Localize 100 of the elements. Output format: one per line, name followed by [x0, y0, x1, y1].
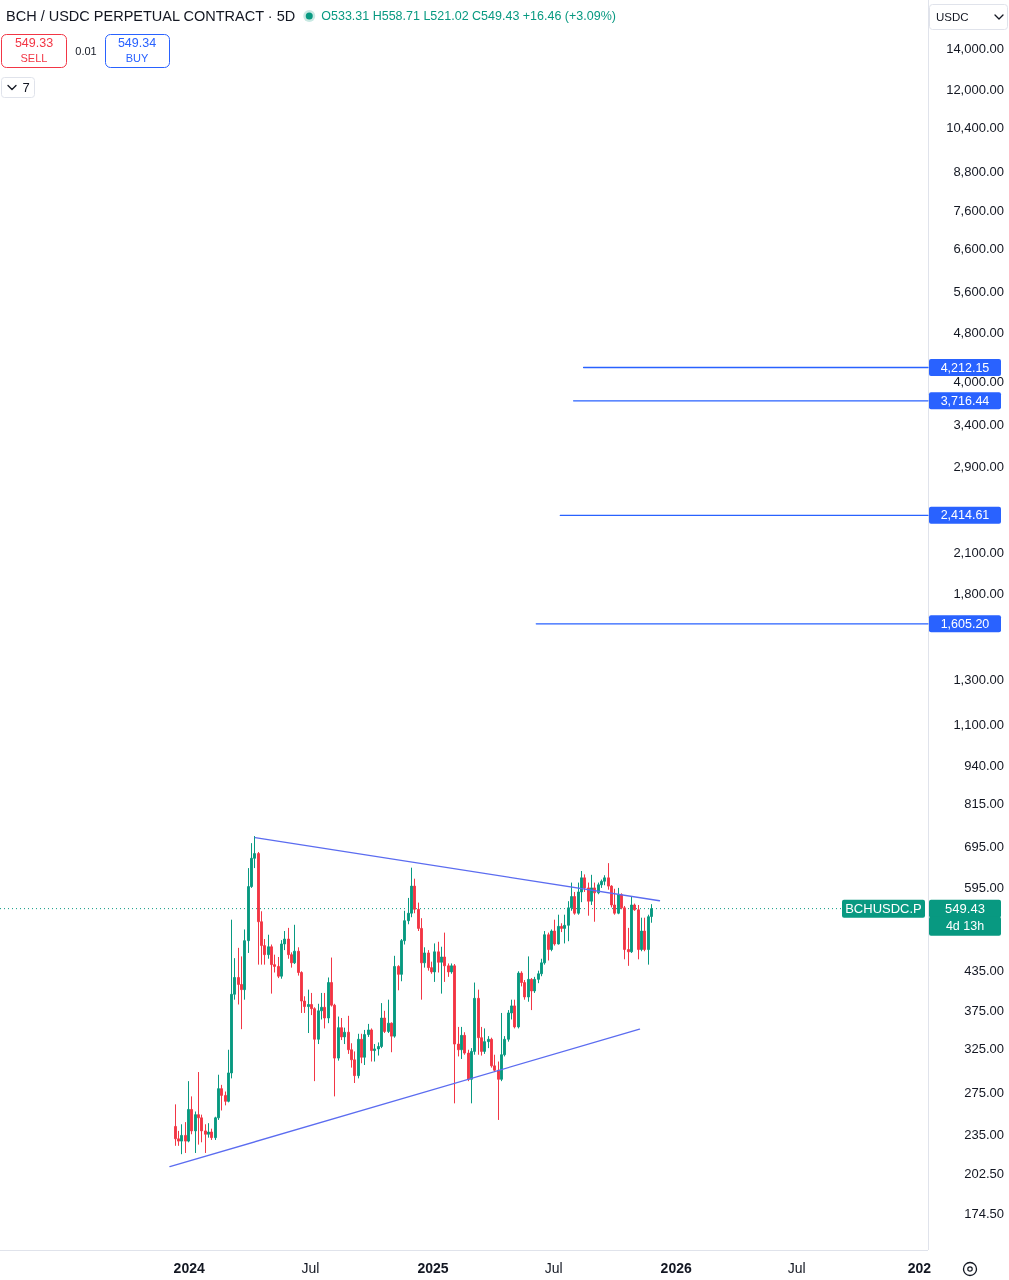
- y-tick-label: 202.50: [964, 1166, 1004, 1182]
- y-tick-label: 275.00: [964, 1084, 1004, 1100]
- candlestick: [643, 917, 646, 952]
- candlestick: [440, 946, 443, 995]
- candlestick: [293, 924, 296, 965]
- candlestick: [500, 1012, 503, 1082]
- candlestick: [187, 1080, 190, 1143]
- candlestick: [423, 946, 426, 969]
- data-label: 2,414.61: [940, 508, 990, 523]
- candlestick: [307, 989, 310, 1034]
- candlestick: [370, 1027, 373, 1063]
- y-tick-label: 2,900.00: [953, 459, 1004, 475]
- y-tick-label: 174.50: [964, 1205, 1004, 1221]
- candlestick: [513, 999, 516, 1029]
- candlestick: [527, 955, 530, 1003]
- candlestick: [210, 1128, 213, 1141]
- annotation: BUY: [125, 52, 149, 64]
- y-tick-label: 7,600.00: [953, 203, 1004, 219]
- candlestick: [603, 874, 606, 886]
- candlestick: [637, 904, 640, 960]
- candlestick: [357, 1033, 360, 1079]
- candlestick: [550, 928, 553, 952]
- candlestick: [220, 1084, 223, 1111]
- candlestick: [590, 874, 593, 906]
- candlestick: [393, 955, 396, 1039]
- annotation: 7: [22, 80, 30, 95]
- candlestick: [390, 1021, 393, 1053]
- candlestick: [443, 932, 446, 983]
- y-tick-label: 10,400.00: [946, 119, 1004, 135]
- candlestick: [277, 956, 280, 979]
- candlestick: [530, 977, 533, 1011]
- y-tick-label: 4,000.00: [953, 373, 1004, 389]
- candlestick: [174, 1103, 177, 1147]
- y-tick-label: 235.00: [964, 1126, 1004, 1142]
- annotation: 0.01: [75, 45, 97, 57]
- candlestick: [453, 963, 456, 1104]
- x-tick-label: Jul: [787, 1260, 806, 1276]
- candlestick: [450, 962, 453, 975]
- candlestick: [360, 1033, 363, 1064]
- candlestick: [184, 1121, 187, 1154]
- candlestick: [327, 976, 330, 1024]
- candlestick: [337, 1016, 340, 1062]
- candlestick: [553, 919, 556, 947]
- text: USDC: [936, 11, 969, 23]
- candlestick: [517, 970, 520, 1029]
- data-label: 4,212.15: [940, 360, 990, 375]
- y-tick-label: 14,000.00: [946, 40, 1004, 56]
- candlestick: [340, 1017, 343, 1041]
- x-tick-label: 2024: [173, 1260, 205, 1276]
- candlestick: [490, 1037, 493, 1069]
- x-tick-label: Jul: [544, 1260, 563, 1276]
- candlestick: [343, 1027, 346, 1045]
- candlestick: [190, 1095, 193, 1135]
- y-tick-label: 325.00: [964, 1040, 1004, 1056]
- y-tick-label: 12,000.00: [946, 81, 1004, 97]
- candlestick: [427, 949, 430, 972]
- data-label: 1,605.20: [940, 616, 990, 631]
- candlestick: [180, 1123, 183, 1155]
- candlestick: [597, 882, 600, 895]
- ref-line-label: 549.43: [945, 901, 985, 917]
- annotation: SELL: [20, 52, 48, 64]
- candlestick: [373, 1043, 376, 1063]
- x-tick-label: 202: [907, 1260, 932, 1276]
- text: 4d 13h: [945, 919, 985, 934]
- y-tick-label: 6,600.00: [953, 240, 1004, 256]
- annotation: 549.34: [117, 36, 157, 50]
- y-tick-label: 1,800.00: [953, 585, 1004, 601]
- y-tick-label: 815.00: [964, 796, 1004, 812]
- candlestick: [323, 992, 326, 1029]
- y-tick-label: 3,400.00: [953, 416, 1004, 432]
- candlestick: [573, 891, 576, 916]
- y-tick-label: 940.00: [964, 758, 1004, 774]
- y-tick-label: 595.00: [964, 879, 1004, 895]
- candlestick: [194, 1111, 197, 1154]
- data-label: 3,716.44: [940, 393, 990, 408]
- candlestick: [397, 964, 400, 991]
- y-tick-label: 695.00: [964, 838, 1004, 854]
- candlestick: [257, 851, 260, 966]
- candlestick: [593, 882, 596, 923]
- text: BCH / USDC PERPETUAL CONTRACT · 5D: [6, 8, 296, 24]
- y-tick-label: 435.00: [964, 963, 1004, 979]
- candlestick: [437, 941, 440, 974]
- y-tick-label: 8,800.00: [953, 164, 1004, 180]
- candlestick: [557, 914, 560, 946]
- candlestick: [433, 942, 436, 983]
- x-tick-label: 2026: [660, 1260, 692, 1276]
- y-tick-label: 4,800.00: [953, 325, 1004, 341]
- candlestick: [207, 1122, 210, 1139]
- y-tick-label: 1,300.00: [953, 672, 1004, 688]
- candlestick: [640, 917, 643, 952]
- candlestick: [197, 1071, 200, 1146]
- candlestick: [477, 989, 480, 1056]
- candlestick: [270, 944, 273, 995]
- annotation: 549.33: [14, 36, 54, 50]
- candlestick: [497, 1061, 500, 1121]
- candlestick: [460, 1026, 463, 1060]
- x-tick-label: 2025: [417, 1260, 449, 1276]
- candlestick: [387, 999, 390, 1034]
- candlestick: [383, 1010, 386, 1034]
- candlestick: [547, 932, 550, 961]
